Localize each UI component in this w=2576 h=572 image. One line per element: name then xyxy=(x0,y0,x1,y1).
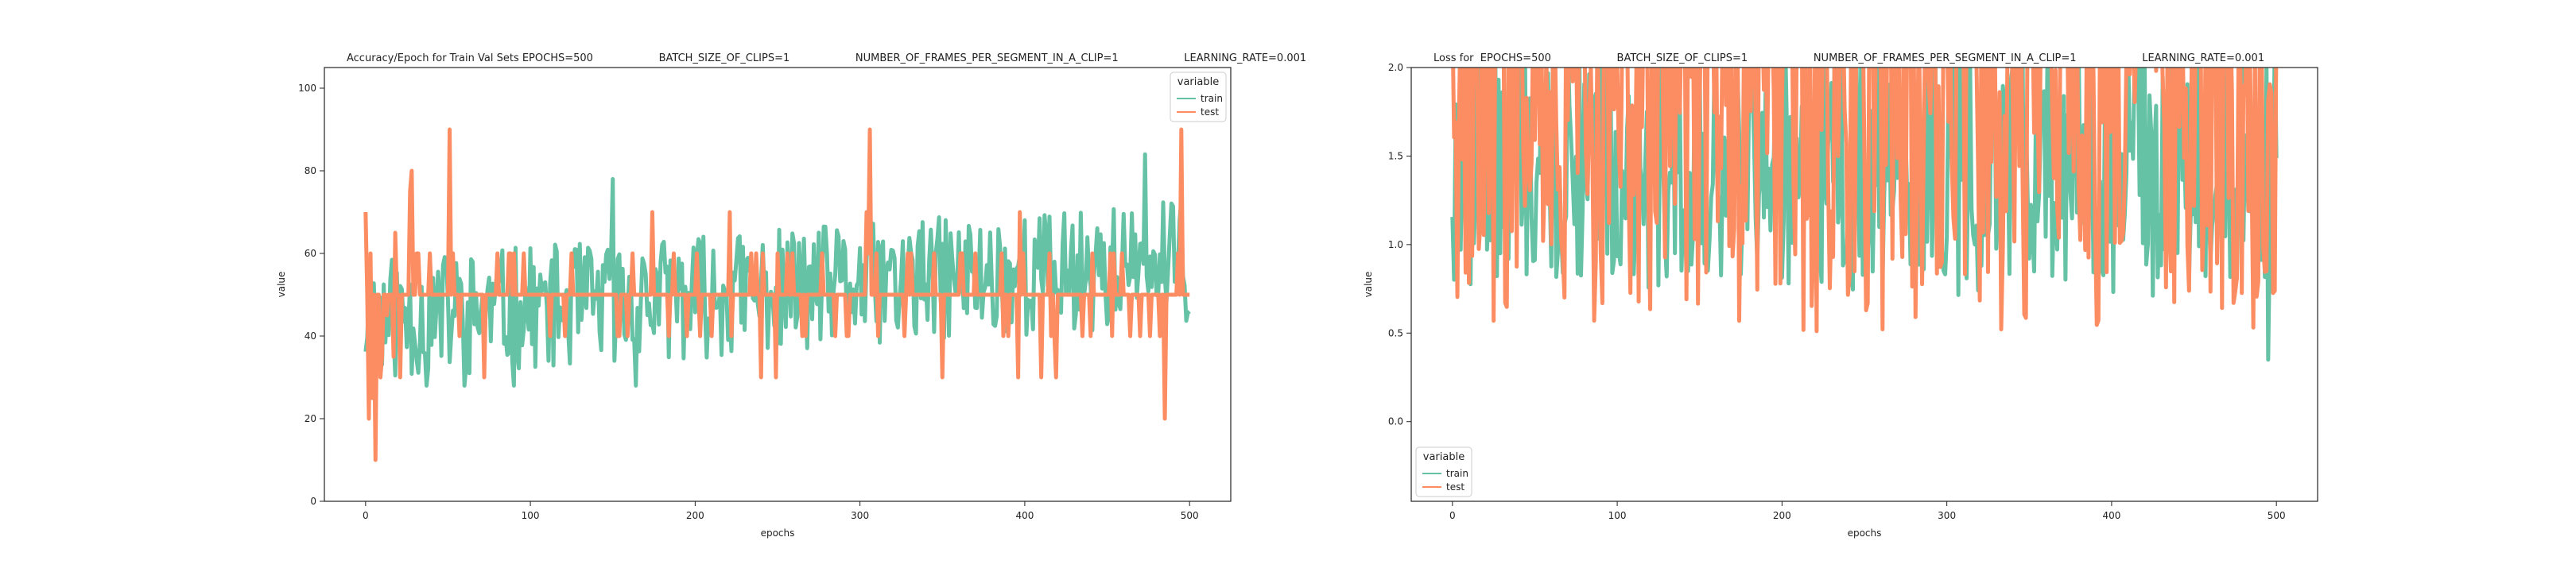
y-tick-label: 40 xyxy=(305,330,316,342)
x-tick-label: 100 xyxy=(1608,510,1627,521)
legend-label-test: test xyxy=(1446,481,1465,493)
y-tick-label: 80 xyxy=(305,165,316,176)
y-tick-label: 0.0 xyxy=(1388,416,1403,427)
legend-title: variable xyxy=(1423,451,1465,463)
x-tick-label: 100 xyxy=(522,510,540,521)
series-group xyxy=(1450,68,2279,362)
x-tick-label: 300 xyxy=(1938,510,1956,521)
x-tick-label: 400 xyxy=(1015,510,1034,521)
legend-label-train: train xyxy=(1201,93,1223,104)
x-tick-label: 500 xyxy=(2268,510,2286,521)
chart-panel-2: Loss for EPOCHS=500 BATCH_SIZE_OF_CLIPS=… xyxy=(1363,52,2318,539)
chart-title: Loss for EPOCHS=500 BATCH_SIZE_OF_CLIPS=… xyxy=(1433,52,2264,64)
y-tick-label: 1.5 xyxy=(1388,150,1403,161)
x-tick-label: 0 xyxy=(363,510,369,521)
x-tick-label: 0 xyxy=(1449,510,1456,521)
y-tick-label: 100 xyxy=(298,83,316,94)
x-tick-label: 200 xyxy=(686,510,704,521)
y-tick-label: 1.0 xyxy=(1388,239,1403,250)
y-tick-label: 20 xyxy=(305,413,316,424)
chart-title: Accuracy/Epoch for Train Val Sets EPOCHS… xyxy=(347,52,1306,64)
legend-label-test: test xyxy=(1201,106,1219,118)
legend-box xyxy=(1170,72,1227,122)
series-line-test xyxy=(1451,68,2279,334)
y-tick-label: 2.0 xyxy=(1388,62,1403,73)
x-tick-label: 500 xyxy=(1181,510,1199,521)
x-axis-label: epochs xyxy=(761,528,795,539)
plot-frame xyxy=(1410,67,2318,502)
y-tick-label: 0.5 xyxy=(1388,327,1403,338)
chart-panel-1: Accuracy/Epoch for Train Val Sets EPOCHS… xyxy=(276,52,1306,539)
series-line-test xyxy=(363,127,1190,462)
x-tick-label: 400 xyxy=(2102,510,2120,521)
legend-label-train: train xyxy=(1446,468,1468,479)
plot-frame xyxy=(324,67,1232,502)
legend-box xyxy=(1415,446,1472,497)
x-tick-label: 200 xyxy=(1773,510,1791,521)
y-tick-label: 0 xyxy=(310,496,316,507)
series-group xyxy=(363,127,1191,462)
y-axis-label: value xyxy=(276,272,287,298)
legend-title: variable xyxy=(1177,76,1219,88)
y-tick-label: 60 xyxy=(305,248,316,259)
x-tick-label: 300 xyxy=(851,510,869,521)
legend: variable train test xyxy=(1415,446,1472,497)
x-axis-label: epochs xyxy=(1848,528,1882,539)
legend: variable train test xyxy=(1170,72,1227,122)
y-axis-label: value xyxy=(1363,272,1374,298)
